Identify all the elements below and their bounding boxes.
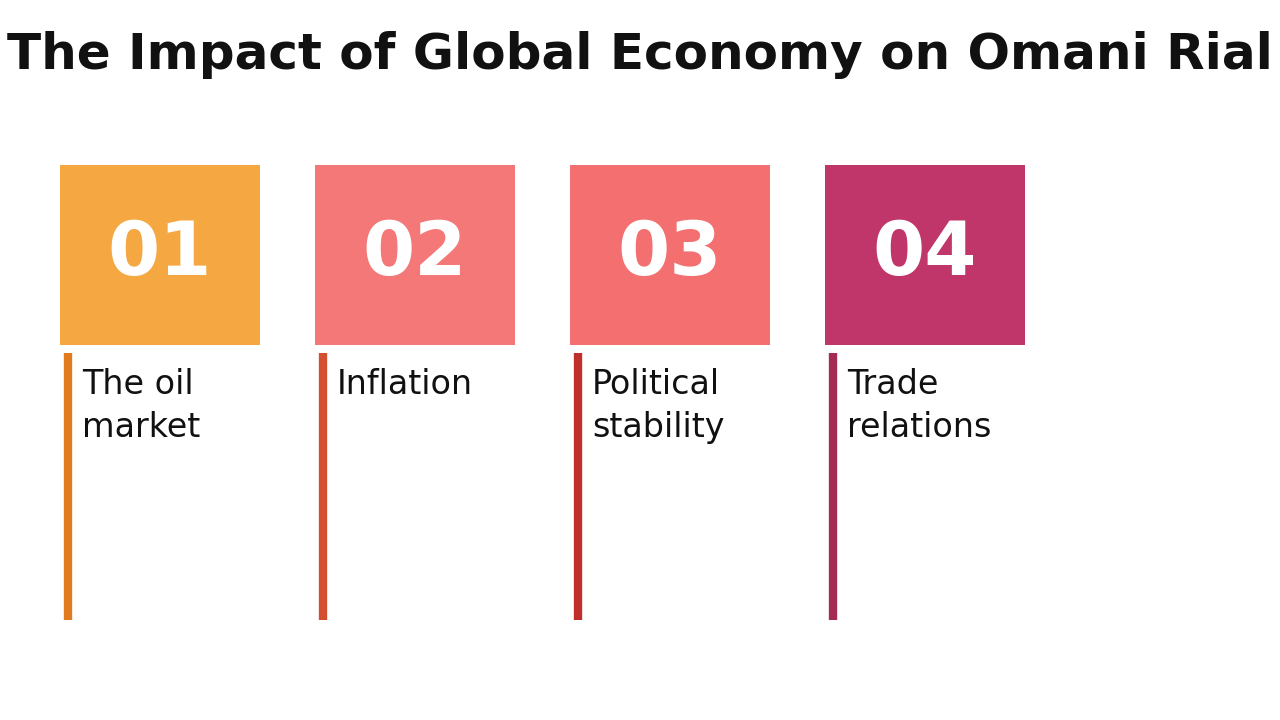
FancyBboxPatch shape [315,165,515,345]
Text: Trade
relations: Trade relations [847,368,992,444]
Text: Inflation: Inflation [337,368,474,401]
FancyBboxPatch shape [570,165,771,345]
Text: 01: 01 [108,218,212,292]
Text: The Impact of Global Economy on Omani Rial: The Impact of Global Economy on Omani Ri… [8,31,1272,79]
Text: 02: 02 [362,218,467,292]
Text: The oil
market: The oil market [82,368,200,444]
Text: 03: 03 [618,218,722,292]
Text: 04: 04 [873,218,977,292]
Text: Political
stability: Political stability [591,368,724,444]
FancyBboxPatch shape [826,165,1025,345]
FancyBboxPatch shape [60,165,260,345]
